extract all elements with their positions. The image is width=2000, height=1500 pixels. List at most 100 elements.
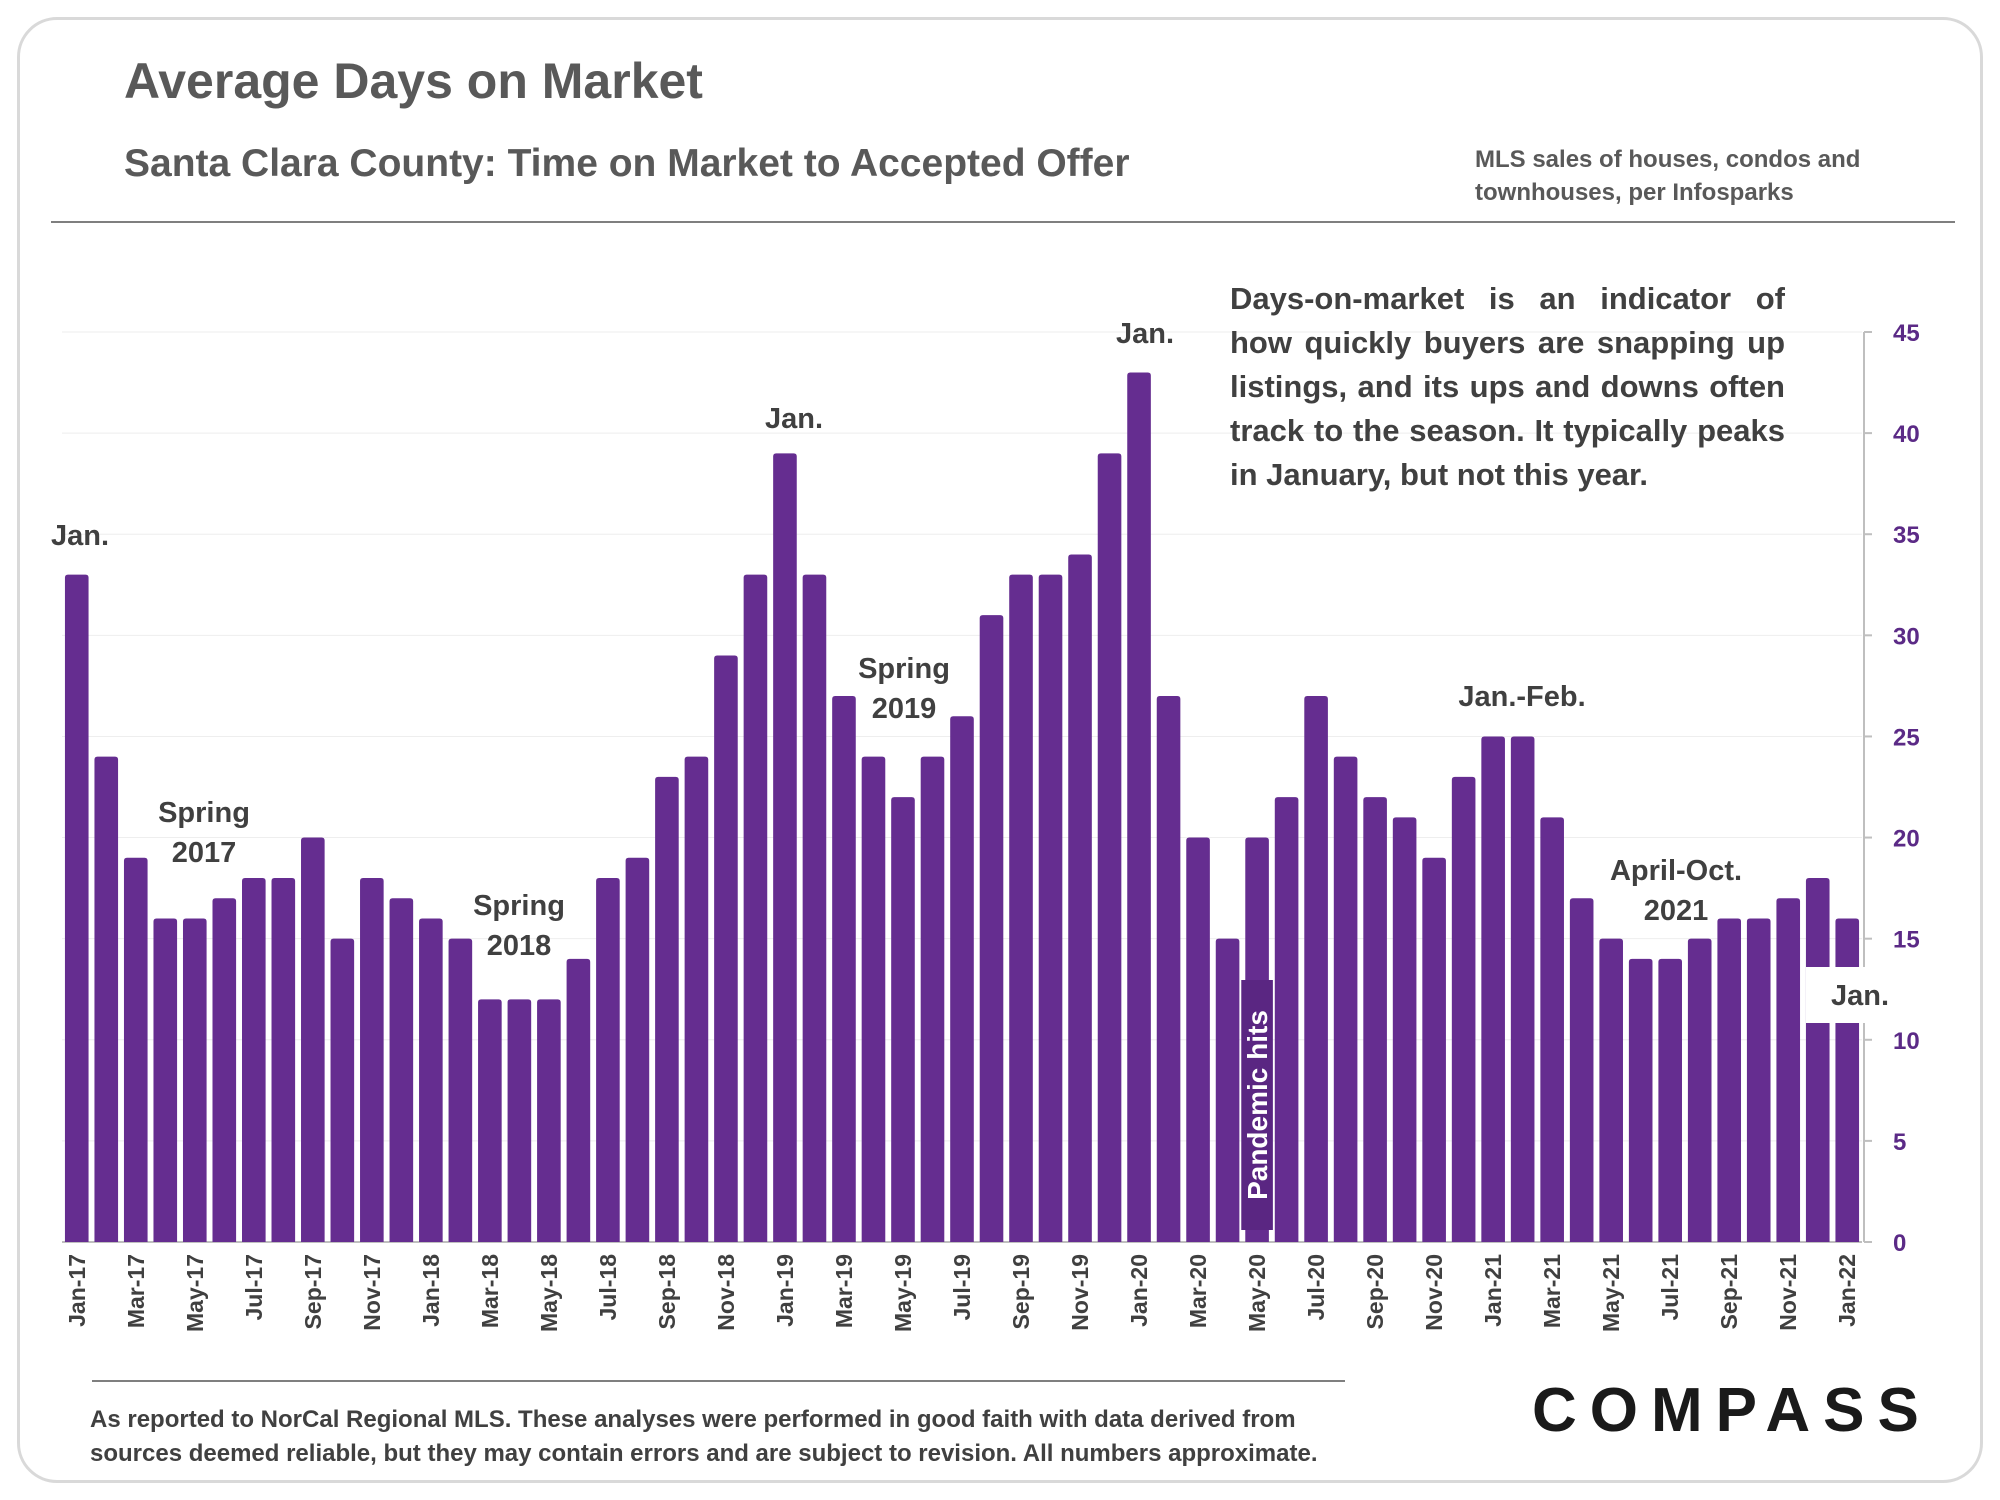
bar-Aug-18: [625, 857, 650, 1242]
bar-Jul-17: [242, 878, 266, 1242]
bar-Jan-18: [419, 918, 443, 1242]
bar-Jul-18: [596, 878, 620, 1242]
y-tick-label: 40: [1893, 421, 1920, 448]
annotation-pandemic-hits: Pandemic hits: [1242, 1010, 1273, 1200]
y-tick-label: 20: [1893, 826, 1920, 853]
y-tick-label: 25: [1893, 724, 1920, 751]
bar-Feb-18: [448, 938, 473, 1242]
bar-Oct-18: [684, 756, 709, 1242]
bar-Oct-21: [1746, 918, 1771, 1242]
bar-Jul-19: [950, 716, 974, 1242]
x-tick-label: May-17: [182, 1254, 208, 1332]
footnote: As reported to NorCal Regional MLS. Thes…: [90, 1403, 1390, 1471]
x-tick-label: Mar-17: [123, 1254, 149, 1328]
x-tick-label: Nov-17: [359, 1254, 385, 1331]
x-tick-label: Mar-20: [1185, 1254, 1211, 1328]
bar-Jun-17: [212, 898, 237, 1242]
y-tick-label: 45: [1893, 320, 1920, 347]
pandemic-label-box: [1241, 980, 1273, 1230]
bar-Jun-19: [920, 756, 945, 1242]
x-tick-label: Mar-21: [1539, 1254, 1565, 1328]
annotation-May-17-line2: 2017: [172, 837, 237, 869]
bar-Jun-20: [1274, 797, 1299, 1242]
x-tick-label: Nov-21: [1775, 1254, 1801, 1331]
bar-Dec-21: [1805, 878, 1830, 1242]
bar-Nov-17: [360, 878, 384, 1242]
x-tick-label: May-21: [1598, 1254, 1624, 1332]
y-tick-label: 0: [1893, 1230, 1906, 1257]
bar-Dec-19: [1097, 453, 1122, 1242]
bar-Feb-20: [1156, 696, 1181, 1242]
y-tick-label: 30: [1893, 623, 1920, 650]
annotation-May-17-line1: Spring: [158, 797, 250, 829]
x-tick-label: Jul-21: [1657, 1254, 1683, 1321]
bar-Mar-19: [832, 696, 856, 1242]
bar-Aug-19: [979, 615, 1004, 1242]
y-tick-label: 15: [1893, 927, 1920, 954]
annotation-Jan-22-line1: Jan.: [1831, 980, 1889, 1012]
bar-Feb-21: [1510, 736, 1535, 1242]
source-line-1: MLS sales of houses, condos and: [1475, 146, 1861, 173]
footer-divider: [92, 1380, 1345, 1382]
footnote-line-1: As reported to NorCal Regional MLS. Thes…: [90, 1406, 1296, 1433]
compass-logo: COMPASS: [1532, 1376, 1932, 1445]
chart-title: Average Days on Market: [124, 53, 703, 109]
bar-Apr-18: [507, 999, 532, 1242]
bar-Mar-21: [1540, 817, 1564, 1242]
bar-Jun-18: [566, 958, 591, 1242]
bar-Mar-20: [1186, 837, 1210, 1242]
annotation-May-19-line2: 2019: [872, 693, 937, 725]
bar-Oct-19: [1038, 574, 1063, 1242]
bar-Jan-19: [773, 453, 797, 1242]
bar-May-18: [537, 999, 561, 1242]
x-tick-label: Nov-18: [713, 1254, 739, 1331]
x-tick-label: Sep-20: [1362, 1254, 1388, 1329]
source-line-2: townhouses, per Infosparks: [1475, 179, 1794, 206]
bar-Jul-21: [1658, 958, 1682, 1242]
bar-May-19: [891, 797, 915, 1242]
x-tick-label: Sep-18: [654, 1254, 680, 1330]
annotation-box: [1806, 967, 1886, 1023]
annotation-Aug-21-line2: 2021: [1644, 895, 1709, 927]
x-tick-label: Nov-20: [1421, 1254, 1447, 1331]
bar-Nov-20: [1422, 857, 1446, 1242]
x-tick-label: Jan-22: [1834, 1254, 1860, 1327]
annotation-Jan-20-line1: Jan.: [1116, 318, 1174, 350]
bar-Mar-17: [123, 857, 148, 1242]
x-tick-label: May-20: [1244, 1254, 1270, 1332]
bar-Sep-18: [655, 776, 679, 1242]
bar-May-21: [1599, 938, 1623, 1242]
x-tick-label: Jul-20: [1303, 1254, 1329, 1320]
annotation-May-19-line1: Spring: [858, 653, 950, 685]
bar-Mar-18: [478, 999, 502, 1242]
bar-Jan-22: [1835, 918, 1860, 1242]
x-tick-label: Jul-17: [241, 1254, 267, 1320]
bar-Jan-21: [1481, 736, 1505, 1242]
annotation-Aug-21-line1: April-Oct.: [1610, 855, 1742, 887]
x-tick-label: Jan-19: [772, 1254, 798, 1327]
x-tick-label: May-18: [536, 1254, 562, 1332]
x-tick-label: Mar-18: [477, 1254, 503, 1328]
bar-Dec-20: [1451, 776, 1476, 1242]
bar-Nov-21: [1776, 898, 1801, 1242]
annotation-text: Days-on-market is an indicator of how qu…: [1230, 281, 1785, 492]
bar-Jan-20: [1127, 372, 1151, 1242]
bar-Apr-20: [1215, 938, 1240, 1242]
bar-Feb-19: [802, 574, 827, 1242]
bar-Oct-17: [330, 938, 355, 1242]
bar-Dec-18: [743, 574, 768, 1242]
y-tick-label: 5: [1893, 1129, 1906, 1156]
bar-Aug-21: [1687, 938, 1712, 1242]
bar-Sep-21: [1717, 918, 1742, 1242]
annotation-Jan-21-line1: Jan.-Feb.: [1458, 681, 1585, 713]
y-tick-label: 10: [1893, 1028, 1920, 1055]
data-source-note: MLS sales of houses, condos and townhous…: [1475, 143, 1895, 209]
x-tick-label: Sep-19: [1008, 1254, 1034, 1329]
annotation-Jan-19-line1: Jan.: [765, 403, 823, 435]
bar-Jun-21: [1628, 958, 1653, 1242]
x-tick-label: Sep-17: [300, 1254, 326, 1329]
x-tick-label: Jan-20: [1126, 1254, 1152, 1327]
x-tick-label: Jul-19: [949, 1254, 975, 1320]
bar-Sep-20: [1363, 797, 1387, 1242]
